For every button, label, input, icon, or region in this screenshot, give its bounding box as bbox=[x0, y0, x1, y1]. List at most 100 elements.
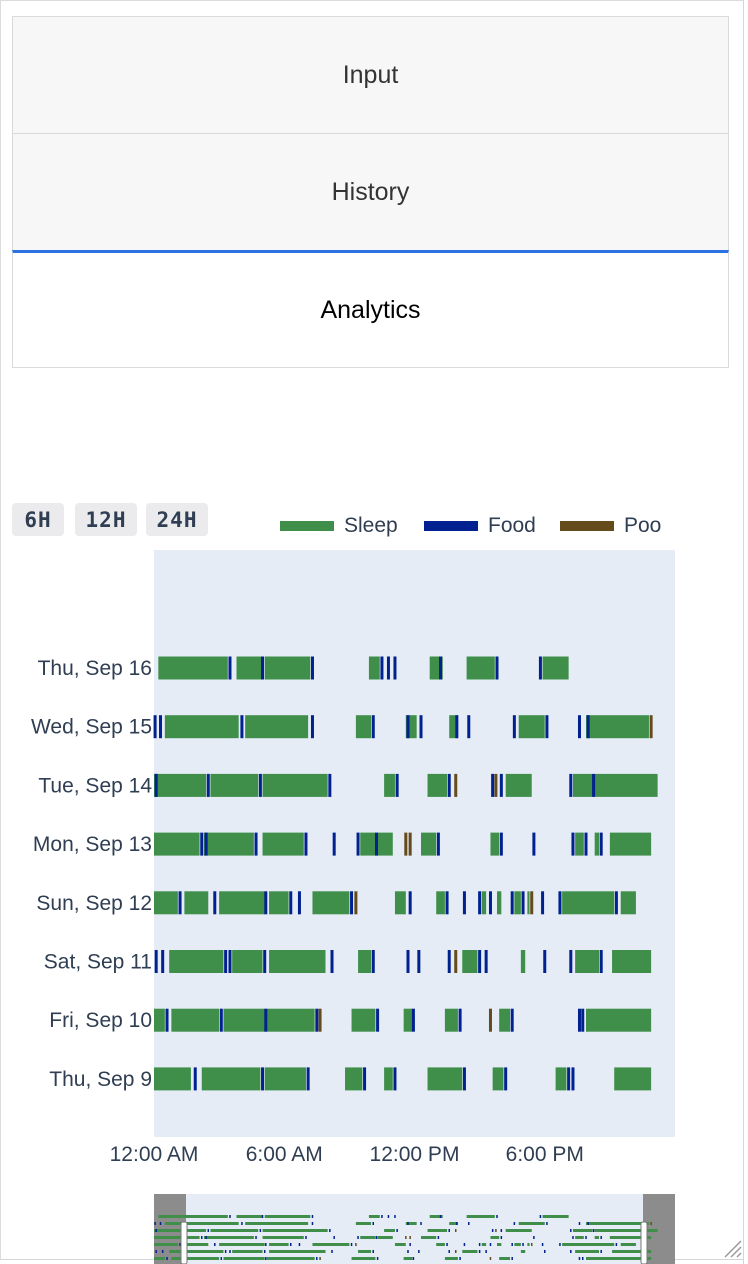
food-mark[interactable] bbox=[538, 656, 542, 680]
sleep-bar[interactable] bbox=[219, 891, 265, 915]
sleep-bar[interactable] bbox=[427, 1067, 463, 1091]
food-mark[interactable] bbox=[510, 1008, 514, 1032]
food-mark[interactable] bbox=[558, 891, 562, 915]
range-6h-button[interactable]: 6H bbox=[12, 503, 64, 536]
food-mark[interactable] bbox=[478, 950, 482, 973]
sleep-bar[interactable] bbox=[351, 1008, 376, 1032]
food-mark[interactable] bbox=[178, 891, 182, 915]
food-mark[interactable] bbox=[371, 950, 375, 973]
sleep-bar[interactable] bbox=[368, 656, 380, 680]
food-mark[interactable] bbox=[484, 950, 488, 973]
poo-mark[interactable] bbox=[494, 773, 498, 797]
food-mark[interactable] bbox=[264, 891, 268, 915]
sleep-bar[interactable] bbox=[154, 773, 207, 797]
poo-mark[interactable] bbox=[354, 891, 358, 915]
food-mark[interactable] bbox=[264, 1008, 268, 1032]
food-mark[interactable] bbox=[297, 891, 301, 915]
food-mark[interactable] bbox=[240, 715, 244, 739]
food-mark[interactable] bbox=[447, 950, 451, 973]
range-slider-handle-right[interactable] bbox=[640, 1221, 648, 1264]
food-mark[interactable] bbox=[521, 891, 525, 915]
food-mark[interactable] bbox=[569, 773, 573, 797]
food-mark[interactable] bbox=[395, 773, 399, 797]
sleep-bar[interactable] bbox=[171, 1008, 220, 1032]
sleep-bar[interactable] bbox=[223, 1008, 265, 1032]
sleep-bar[interactable] bbox=[201, 1067, 261, 1091]
food-mark[interactable] bbox=[258, 773, 262, 797]
food-mark[interactable] bbox=[393, 1067, 397, 1091]
food-mark[interactable] bbox=[567, 1067, 571, 1091]
sleep-bar[interactable] bbox=[490, 832, 500, 856]
food-mark[interactable] bbox=[577, 715, 581, 739]
food-mark[interactable] bbox=[581, 1008, 585, 1032]
sleep-bar[interactable] bbox=[358, 950, 372, 973]
sleep-bar[interactable] bbox=[449, 715, 458, 739]
sleep-bar[interactable] bbox=[264, 656, 311, 680]
food-mark[interactable] bbox=[330, 950, 334, 973]
food-mark[interactable] bbox=[411, 1008, 415, 1032]
food-mark[interactable] bbox=[159, 715, 163, 739]
food-mark[interactable] bbox=[545, 715, 549, 739]
food-mark[interactable] bbox=[491, 773, 495, 797]
food-mark[interactable] bbox=[406, 950, 410, 973]
food-mark[interactable] bbox=[462, 891, 466, 915]
range-slider[interactable] bbox=[154, 1194, 675, 1264]
sleep-bar[interactable] bbox=[575, 832, 584, 856]
sleep-bar[interactable] bbox=[612, 950, 652, 973]
poo-mark[interactable] bbox=[488, 1008, 492, 1032]
food-mark[interactable] bbox=[261, 656, 265, 680]
sleep-bar[interactable] bbox=[520, 950, 526, 973]
sleep-bar[interactable] bbox=[466, 656, 495, 680]
food-mark[interactable] bbox=[228, 656, 232, 680]
sleep-bar[interactable] bbox=[492, 1067, 504, 1091]
sleep-bar[interactable] bbox=[154, 1008, 165, 1032]
food-mark[interactable] bbox=[154, 950, 158, 973]
food-mark[interactable] bbox=[376, 1008, 380, 1032]
sleep-bar[interactable] bbox=[384, 773, 395, 797]
food-mark[interactable] bbox=[478, 891, 482, 915]
sleep-bar[interactable] bbox=[210, 773, 259, 797]
food-mark[interactable] bbox=[154, 773, 158, 797]
sleep-bar[interactable] bbox=[345, 1067, 363, 1091]
food-mark[interactable] bbox=[228, 950, 232, 973]
poo-mark[interactable] bbox=[454, 950, 458, 973]
sleep-bar[interactable] bbox=[384, 1067, 393, 1091]
sleep-bar[interactable] bbox=[572, 773, 593, 797]
sleep-bar[interactable] bbox=[594, 773, 658, 797]
food-mark[interactable] bbox=[304, 832, 308, 856]
food-mark[interactable] bbox=[306, 1067, 310, 1091]
food-mark[interactable] bbox=[393, 656, 397, 680]
sleep-bar[interactable] bbox=[594, 832, 600, 856]
sleep-bar[interactable] bbox=[499, 1008, 511, 1032]
sleep-bar[interactable] bbox=[269, 950, 326, 973]
sleep-bar[interactable] bbox=[154, 1067, 191, 1091]
food-mark[interactable] bbox=[350, 891, 354, 915]
sleep-bar[interactable] bbox=[264, 1067, 306, 1091]
tab-analytics[interactable]: Analytics bbox=[12, 250, 729, 368]
food-mark[interactable] bbox=[386, 656, 390, 680]
sleep-bar[interactable] bbox=[164, 715, 239, 739]
sleep-bar[interactable] bbox=[518, 715, 545, 739]
sleep-bar[interactable] bbox=[154, 891, 178, 915]
sleep-bar[interactable] bbox=[562, 891, 615, 915]
sleep-bar[interactable] bbox=[232, 950, 263, 973]
food-mark[interactable] bbox=[153, 715, 157, 739]
food-mark[interactable] bbox=[599, 832, 603, 856]
sleep-bar[interactable] bbox=[360, 832, 376, 856]
food-mark[interactable] bbox=[512, 715, 516, 739]
food-mark[interactable] bbox=[462, 1067, 466, 1091]
legend-item-poo[interactable]: Poo bbox=[560, 512, 661, 540]
food-mark[interactable] bbox=[406, 715, 410, 739]
food-mark[interactable] bbox=[371, 715, 375, 739]
food-mark[interactable] bbox=[165, 1008, 169, 1032]
sleep-bar[interactable] bbox=[585, 1008, 652, 1032]
food-mark[interactable] bbox=[310, 656, 314, 680]
legend-item-sleep[interactable]: Sleep bbox=[280, 512, 398, 540]
food-mark[interactable] bbox=[592, 773, 596, 797]
resize-grip-icon[interactable] bbox=[720, 1236, 742, 1258]
poo-mark[interactable] bbox=[318, 1008, 322, 1032]
sleep-bar[interactable] bbox=[266, 1008, 315, 1032]
food-mark[interactable] bbox=[310, 715, 314, 739]
food-mark[interactable] bbox=[289, 891, 293, 915]
food-mark[interactable] bbox=[447, 773, 451, 797]
